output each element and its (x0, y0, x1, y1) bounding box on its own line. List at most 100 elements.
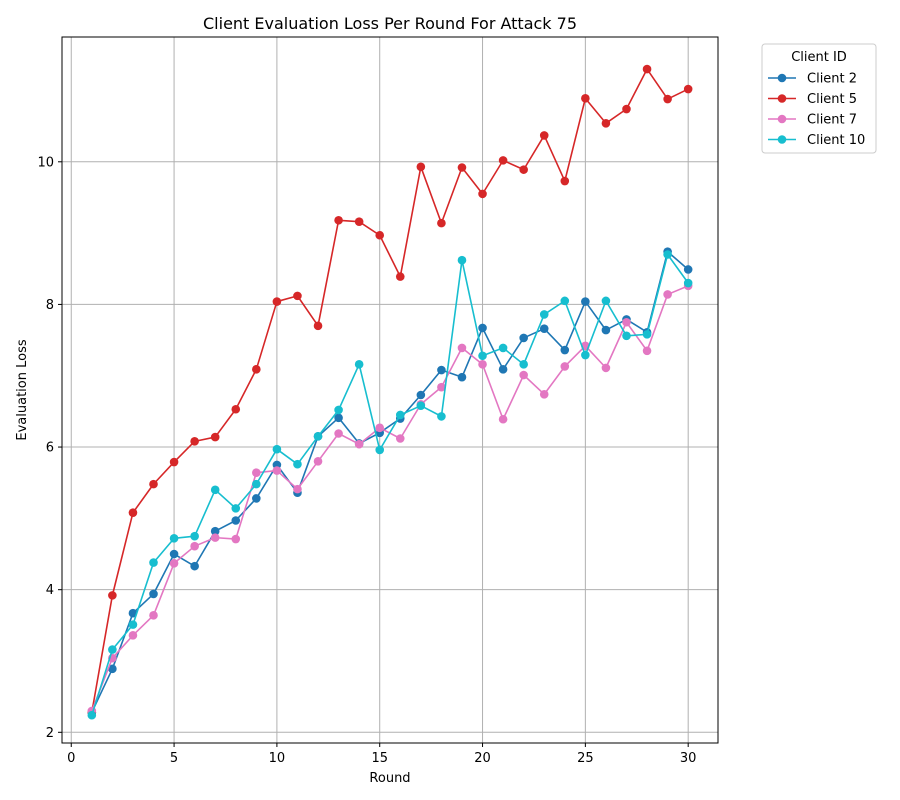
data-point (437, 412, 446, 421)
grid (62, 37, 718, 743)
data-point (190, 437, 199, 446)
data-point (478, 189, 487, 199)
data-point (334, 429, 343, 438)
x-tick-label: 10 (269, 751, 286, 766)
x-tick-label: 0 (67, 751, 75, 766)
data-point (334, 215, 343, 225)
data-point (231, 504, 241, 513)
data-point (375, 423, 385, 433)
x-tick-label: 20 (474, 751, 491, 766)
data-point (395, 272, 405, 281)
data-point (231, 534, 241, 544)
legend-title: Client ID (791, 50, 847, 65)
data-point (354, 360, 364, 369)
series-client-7 (87, 281, 693, 716)
data-point (169, 534, 179, 543)
legend-label: Client 5 (807, 92, 857, 107)
data-point (519, 370, 528, 380)
data-point (498, 156, 508, 165)
y-tick-label: 8 (46, 298, 54, 313)
data-point (416, 390, 426, 400)
data-point (190, 561, 199, 571)
data-point (683, 278, 693, 288)
data-point (395, 410, 405, 420)
chart-title: Client Evaluation Loss Per Round For Att… (203, 14, 577, 33)
data-point (622, 317, 631, 327)
y-tick-label: 6 (46, 441, 54, 456)
series-layer (87, 64, 693, 720)
data-point (108, 645, 117, 654)
data-point (457, 343, 467, 353)
data-point (539, 324, 549, 333)
data-point (354, 217, 364, 226)
data-point (210, 533, 220, 542)
data-point (252, 479, 261, 489)
y-tick-label: 2 (46, 726, 54, 741)
data-point (313, 321, 323, 331)
data-point (375, 445, 385, 455)
data-point (519, 165, 528, 174)
data-point (560, 296, 570, 306)
data-point (128, 620, 138, 629)
series-line (91, 253, 689, 716)
legend-label: Client 2 (807, 72, 857, 87)
series-line (91, 68, 689, 713)
data-point (231, 404, 241, 414)
data-point (437, 382, 446, 392)
data-point (169, 549, 179, 559)
data-point (601, 363, 611, 373)
legend-marker (777, 114, 787, 124)
legend-marker (777, 94, 787, 103)
data-point (622, 331, 631, 341)
data-point (622, 104, 631, 114)
data-point (478, 360, 487, 369)
x-tick-label: 25 (577, 751, 594, 766)
data-point (149, 558, 158, 567)
data-point (190, 531, 199, 541)
data-point (149, 611, 158, 620)
x-tick-label: 30 (680, 751, 697, 766)
y-tick-label: 4 (46, 583, 54, 598)
data-point (683, 265, 693, 274)
data-point (313, 432, 323, 441)
data-point (252, 494, 261, 503)
data-point (354, 439, 364, 449)
data-point (190, 541, 199, 551)
data-point (581, 297, 590, 306)
data-point (252, 468, 261, 478)
data-point (395, 434, 405, 443)
data-point (169, 457, 179, 467)
data-point (539, 310, 549, 319)
data-point (581, 94, 590, 103)
series-client-10 (87, 250, 693, 720)
data-point (128, 631, 138, 640)
data-point (683, 84, 693, 94)
plot-frame (61, 36, 719, 744)
data-point (601, 118, 611, 128)
data-point (498, 414, 508, 424)
data-point (149, 479, 158, 489)
data-point (128, 608, 138, 618)
data-point (149, 589, 158, 599)
data-point (457, 255, 467, 265)
x-axis: 0 5 10 15 20 25 30 (67, 743, 696, 766)
data-point (539, 389, 549, 399)
data-point (519, 360, 528, 369)
data-point (252, 365, 261, 374)
x-tick-label: 15 (371, 751, 388, 766)
data-point (108, 591, 117, 600)
data-point (293, 459, 302, 469)
data-point (210, 485, 220, 495)
legend-marker (777, 73, 787, 83)
y-tick-label: 10 (37, 155, 54, 170)
data-point (334, 413, 343, 423)
data-point (457, 372, 467, 382)
data-point (87, 710, 97, 720)
data-point (457, 163, 467, 172)
data-point (519, 333, 528, 343)
data-point (642, 346, 652, 356)
data-point (663, 250, 672, 259)
data-point (642, 64, 652, 74)
